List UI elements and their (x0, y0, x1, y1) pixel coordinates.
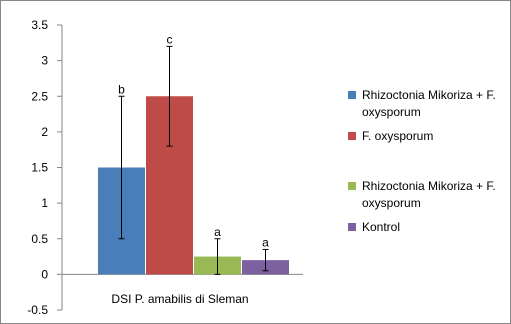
legend-swatch (348, 91, 356, 99)
significance-label: b (118, 82, 125, 96)
y-tick-label: -0.5 (27, 303, 48, 317)
legend-swatch (348, 132, 356, 140)
legend-label: Kontrol (362, 220, 400, 234)
x-category-label: DSI P. amabilis di Sleman (111, 292, 248, 306)
legend-label: Rhizoctonia Mikoriza + F. oxysporum (362, 88, 496, 119)
legend-swatch (348, 182, 356, 190)
significance-label: c (167, 32, 173, 46)
y-tick-label: 0 (41, 267, 48, 281)
y-tick-label: 2 (41, 125, 48, 139)
y-tick-label: 3.5 (31, 18, 48, 32)
significance-label: a (262, 235, 269, 249)
y-tick-label: 1 (41, 196, 48, 210)
y-tick-label: 2.5 (31, 89, 48, 103)
y-tick-label: 0.5 (31, 232, 48, 246)
legend-swatch (348, 223, 356, 231)
significance-label: a (214, 225, 221, 239)
bar-labels: b c a a (118, 32, 269, 249)
legend: Rhizoctonia Mikoriza + F. oxysporum F. oxy… (348, 88, 496, 234)
bars (98, 45, 289, 275)
y-tick-label: 1.5 (31, 161, 48, 175)
legend-label: F. oxysporum (362, 129, 433, 143)
legend-label: Rhizoctonia Mikoriza + F. oxysporum (362, 179, 496, 210)
y-tick-label: 3 (41, 54, 48, 68)
